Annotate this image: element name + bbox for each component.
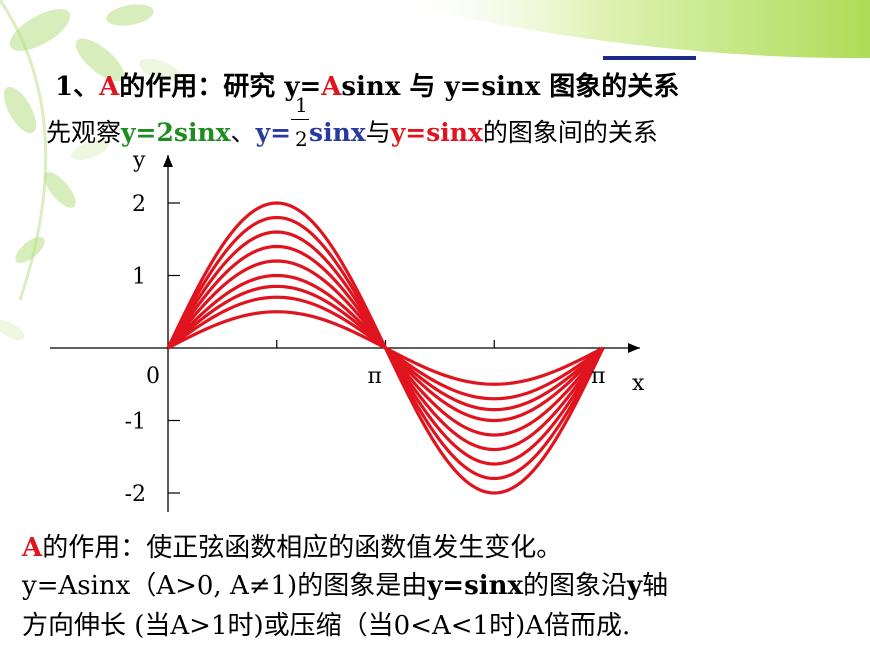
y-tick-label: -1 [125, 410, 146, 435]
fraction-bar [291, 119, 310, 120]
y-axis-arrow [163, 155, 173, 167]
bottom-line3-text: 方向伸长 (当A>1时)或压缩（当0<A<1时)A倍而成. [22, 611, 631, 641]
heading-a: A [99, 72, 120, 102]
y-axis-label: y [132, 148, 146, 173]
chart-curves [166, 201, 605, 495]
x-tick-label: π [591, 364, 605, 389]
bottom-line1-text: 的作用：使正弦函数相应的函数值发生变化。 [42, 533, 563, 563]
bottom-line2-pre: y=Asinx（A>0, A≠1)的图象是由 [22, 571, 428, 601]
x-axis-arrow [628, 343, 640, 353]
bottom-a: A [22, 533, 43, 563]
subheading-mid: 与 [365, 118, 391, 147]
x-tick-label: 0 [146, 364, 160, 389]
x-tick-label: π [368, 364, 382, 389]
subheading-prefix: 先观察 [46, 118, 122, 147]
heading: 1、A的作用：研究 y=Asinx 与 y=sinx 图象的关系 [55, 66, 679, 103]
formula-half-post: sinx [309, 118, 366, 147]
bottom-line-1: A的作用：使正弦函数相应的函数值发生变化。 [22, 527, 562, 564]
accent-bar [603, 56, 696, 60]
bottom-line2-mid: 的图象沿 [523, 571, 628, 601]
subheading-sep: 、 [230, 118, 256, 147]
bottom-line2-post: 轴 [642, 571, 669, 601]
formula-half-pre: y= [255, 118, 292, 147]
fraction-numerator: 1 [295, 93, 308, 117]
heading-number: 1、 [55, 72, 100, 102]
bottom-line2-bold: y=sinx [427, 571, 524, 601]
bottom-line-3: 方向伸长 (当A>1时)或压缩（当0<A<1时)A倍而成. [22, 605, 630, 642]
formula-sinx: y=sinx [390, 118, 483, 147]
bottom-line-2: y=Asinx（A>0, A≠1)的图象是由y=sinx的图象沿y轴 [22, 565, 668, 602]
heading-a2: A [321, 72, 342, 102]
y-tick-label: 2 [132, 192, 146, 217]
subheading: 先观察y=2sinx、y= 1 2 sinx与y=sinx的图象间的关系 [46, 93, 658, 151]
sine-curve-9 [167, 310, 604, 386]
x-axis-label: x [632, 371, 645, 396]
formula-2sinx: y=2sinx [121, 118, 231, 147]
heading-rest2: sinx 与 y=sinx 图象的关系 [341, 72, 680, 102]
chart-labels: 2 1 -1 -2 0 π π x y [125, 148, 645, 507]
chart-axes [50, 155, 640, 512]
subheading-suffix: 的图象间的关系 [482, 118, 658, 147]
y-tick-label: -2 [125, 482, 146, 507]
heading-rest1: 的作用：研究 y= [119, 72, 322, 102]
bottom-line2-bold2: y [627, 571, 643, 601]
fraction-denominator: 2 [295, 127, 308, 151]
y-tick-label: 1 [132, 265, 146, 290]
